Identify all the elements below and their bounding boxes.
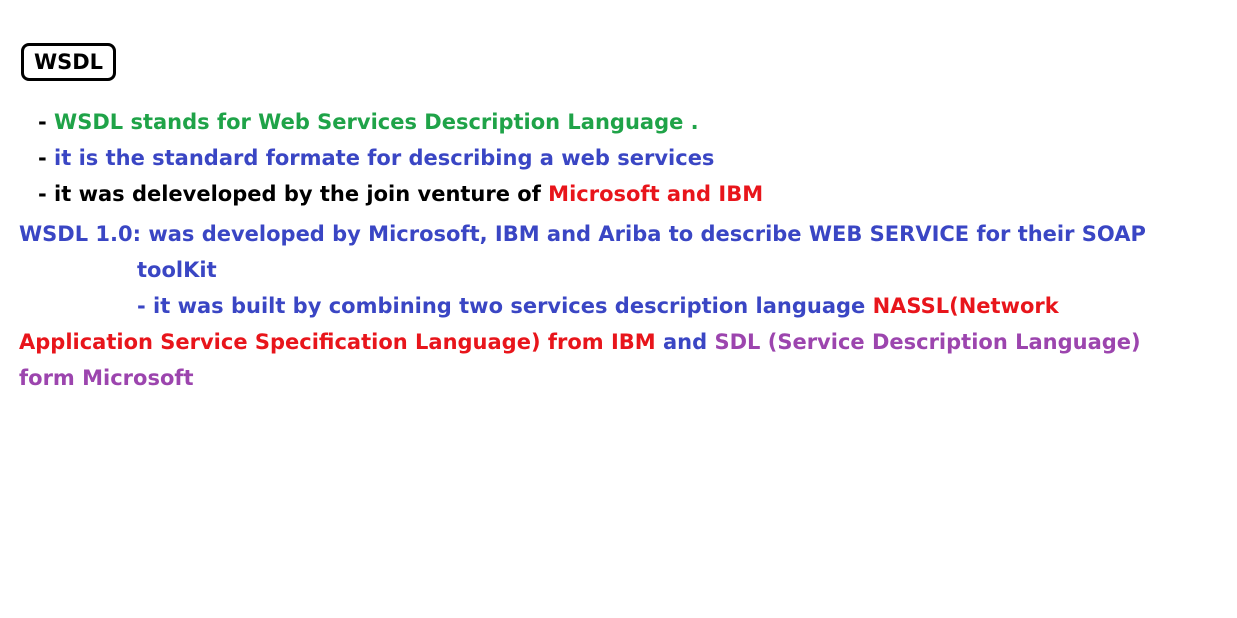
purple-text: form Microsoft [19,366,194,390]
blue-text: it is the standard formate for describin… [54,146,715,170]
red-text: NASSL(Network [872,294,1059,318]
bullet-line-2: - it is the standard formate for describ… [38,140,714,176]
bullet-dash: - [38,110,55,134]
built-by-line: - it was built by combining two services… [137,288,1059,324]
sdl-line: form Microsoft [19,360,194,396]
bullet-line-1: - WSDL stands for Web Services Descripti… [38,104,699,140]
bullet-dash: - [38,146,55,170]
nassl-line: Application Service Specification Langua… [19,324,1141,360]
black-text: - it was deleveloped by the join venture… [38,182,549,206]
title-text: WSDL [33,50,104,74]
green-text: WSDL stands for Web Services Description… [54,110,699,134]
wsdl-version-line-cont: toolKit [137,252,217,288]
purple-text: SDL (Service Description Language) [714,330,1141,354]
blue-text: and [655,330,715,354]
blue-text: WSDL 1.0: was developed by Microsoft, IB… [19,222,1146,246]
wsdl-version-line: WSDL 1.0: was developed by Microsoft, IB… [19,216,1146,252]
red-text: Application Service Specification Langua… [19,330,656,354]
bullet-line-3: - it was deleveloped by the join venture… [38,176,763,212]
blue-text: - it was built by combining two services… [137,294,873,318]
red-text: Microsoft and IBM [548,182,764,206]
title-box: WSDL [21,43,116,81]
blue-text: toolKit [137,258,217,282]
